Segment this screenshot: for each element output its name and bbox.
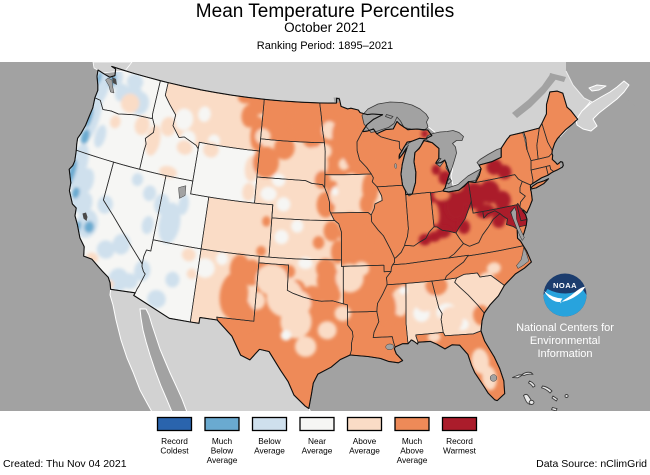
svg-text:Average: Average bbox=[349, 446, 380, 456]
svg-text:Below: Below bbox=[258, 436, 282, 446]
svg-text:Warmest: Warmest bbox=[443, 446, 477, 456]
svg-text:Above: Above bbox=[400, 446, 424, 456]
svg-text:National Centers for: National Centers for bbox=[516, 322, 614, 334]
svg-text:Average: Average bbox=[397, 455, 428, 465]
svg-text:Environmental: Environmental bbox=[530, 335, 600, 347]
svg-text:Information: Information bbox=[537, 348, 592, 360]
svg-text:Record: Record bbox=[161, 436, 188, 446]
svg-text:Below: Below bbox=[211, 446, 235, 456]
svg-text:Average: Average bbox=[302, 446, 333, 456]
svg-text:Above: Above bbox=[353, 436, 377, 446]
svg-text:Average: Average bbox=[207, 455, 238, 465]
svg-text:Near: Near bbox=[308, 436, 326, 446]
svg-text:Much: Much bbox=[402, 436, 423, 446]
svg-text:NOAA: NOAA bbox=[553, 281, 577, 290]
svg-text:Coldest: Coldest bbox=[160, 446, 189, 456]
svg-text:Record: Record bbox=[446, 436, 473, 446]
svg-text:Average: Average bbox=[254, 446, 285, 456]
svg-text:Much: Much bbox=[212, 436, 233, 446]
